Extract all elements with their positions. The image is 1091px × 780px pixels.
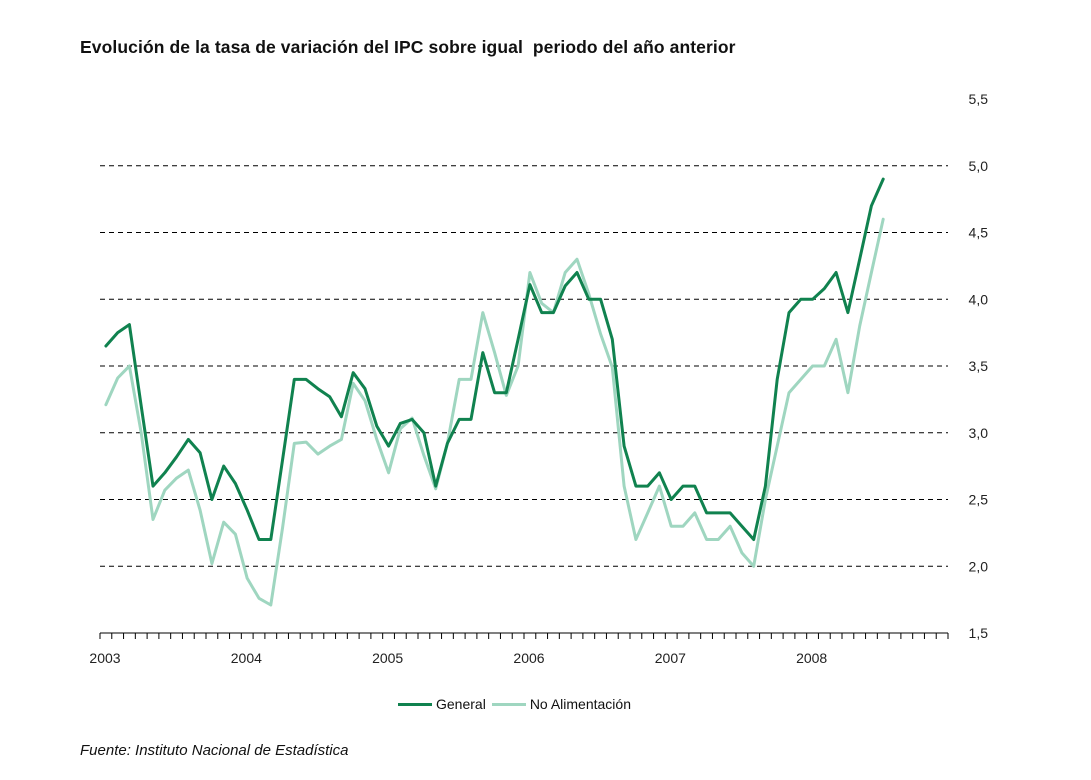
x-tick-label: 2008 [796, 650, 827, 666]
y-axis-labels: 1,5 2,0 2,5 3,0 3,5 4,0 4,5 5,0 5,5 [969, 91, 989, 641]
series-lines [104, 177, 885, 607]
series-line-general [104, 177, 885, 541]
y-tick-label: 4,5 [969, 225, 989, 241]
legend: General No Alimentación [398, 696, 637, 712]
legend-swatch-no-alimentacion [491, 702, 526, 706]
y-tick-label: 1,5 [969, 625, 989, 641]
x-tick-label: 2007 [655, 650, 686, 666]
x-tick-label: 2004 [231, 650, 262, 666]
series-line-no-alimentacion [104, 217, 885, 607]
y-tick-label: 3,0 [969, 425, 989, 441]
y-tick-label: 2,0 [969, 558, 989, 574]
chart-title: Evolución de la tasa de variación del IP… [80, 37, 736, 57]
y-tick-label: 5,0 [969, 158, 989, 174]
source-note: Fuente: Instituto Nacional de Estadístic… [80, 742, 349, 759]
x-axis-labels: 2003 2004 2005 2006 2007 2008 [89, 650, 827, 666]
y-tick-label: 2,5 [969, 492, 989, 508]
y-tick-label: 4,0 [969, 291, 989, 307]
x-tick-label: 2003 [89, 650, 120, 666]
x-tick-label: 2006 [513, 650, 544, 666]
legend-label-no-alimentacion: No Alimentación [529, 696, 631, 712]
x-axis [99, 632, 949, 639]
legend-item-general: General [398, 696, 486, 712]
legend-item-no-alimentacion: No Alimentación [491, 696, 631, 712]
legend-label-general: General [436, 696, 486, 712]
x-tick-label: 2005 [372, 650, 403, 666]
legend-swatch-general [398, 702, 432, 706]
y-tick-label: 5,5 [969, 91, 989, 107]
y-tick-label: 3,5 [969, 358, 989, 374]
